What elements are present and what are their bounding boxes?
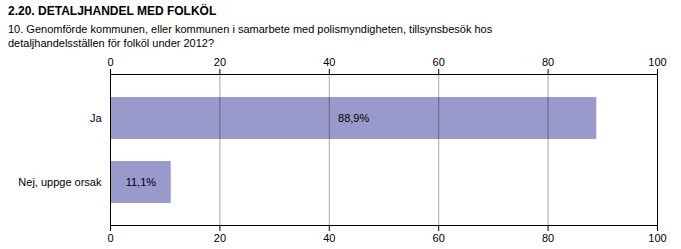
html-text:10. Genomförde kommunen, eller: 10. Genomförde kommunen, eller kommunen … [8,23,493,49]
svg-text:100: 100 [648,232,666,244]
svg-text:20: 20 [214,232,226,244]
svg-text:80: 80 [542,232,554,244]
svg-text:11,1%: 11,1% [126,176,157,188]
svg-text:100: 100 [648,56,666,68]
svg-text:88,9%: 88,9% [338,112,369,124]
svg-text:20: 20 [214,56,226,68]
svg-text:60: 60 [433,56,445,68]
svg-text:Nej, uppge orsak: Nej, uppge orsak [18,176,102,188]
svg-text:0: 0 [107,232,113,244]
svg-text:40: 40 [323,56,335,68]
svg-text:60: 60 [433,232,445,244]
svg-text:0: 0 [107,56,113,68]
svg-text:40: 40 [323,232,335,244]
html-text:2.20. DETALJHANDEL MED FOLKÖL: 2.20. DETALJHANDEL MED FOLKÖL [8,4,217,18]
svg-text:Ja: Ja [90,112,103,124]
svg-text:80: 80 [542,56,554,68]
